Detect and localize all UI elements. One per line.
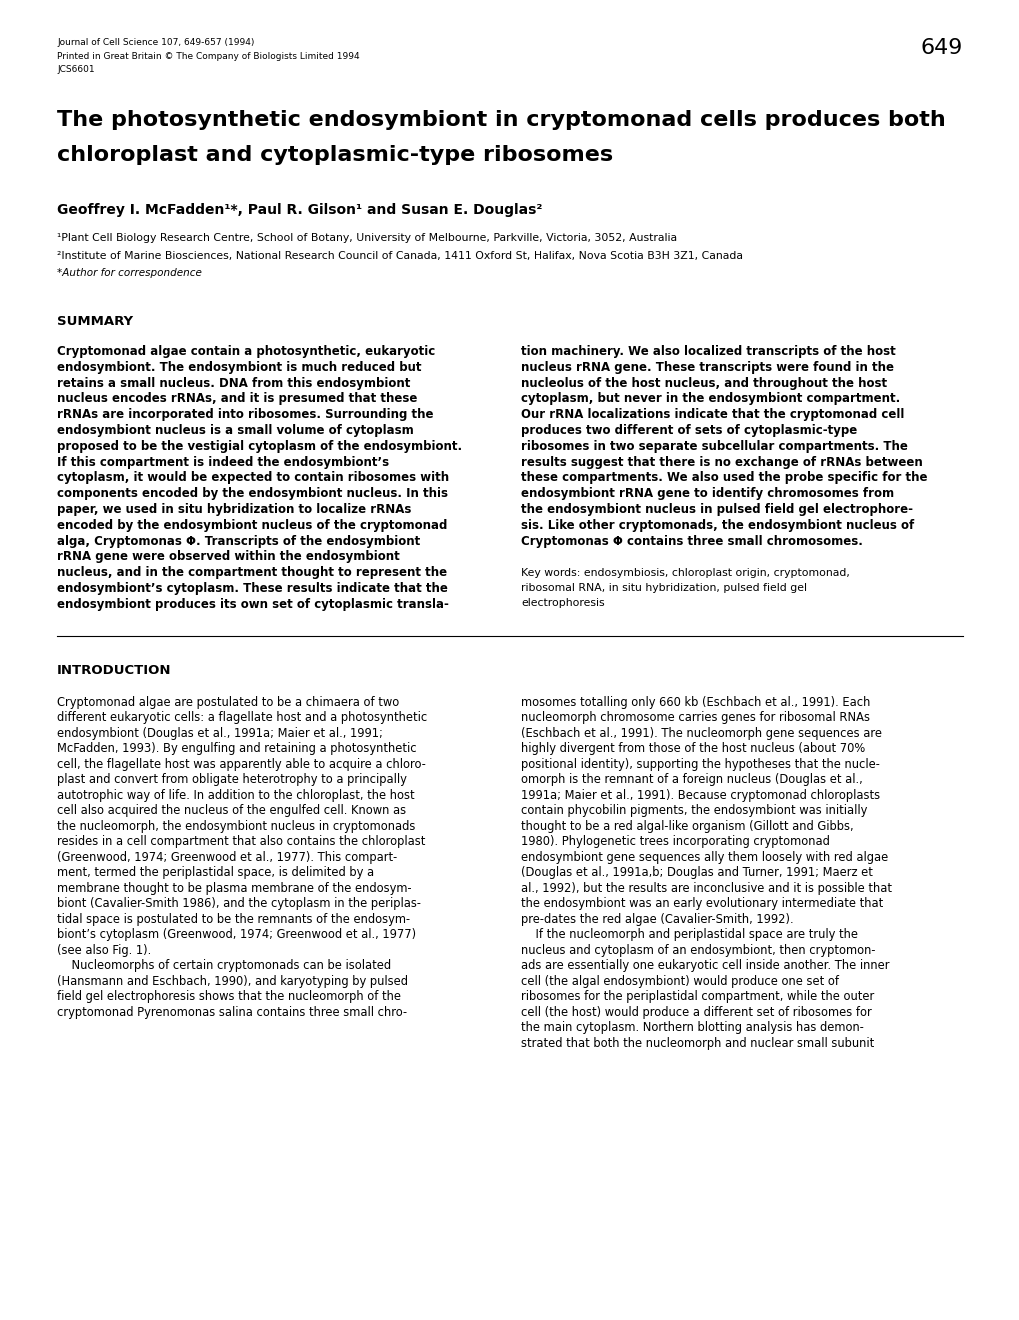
Text: chloroplast and cytoplasmic-type ribosomes: chloroplast and cytoplasmic-type ribosom… bbox=[57, 145, 612, 165]
Text: paper, we used in situ hybridization to localize rRNAs: paper, we used in situ hybridization to … bbox=[57, 503, 411, 516]
Text: highly divergent from those of the host nucleus (about 70%: highly divergent from those of the host … bbox=[521, 742, 864, 755]
Text: ment, termed the periplastidal space, is delimited by a: ment, termed the periplastidal space, is… bbox=[57, 866, 374, 879]
Text: endosymbiont’s cytoplasm. These results indicate that the: endosymbiont’s cytoplasm. These results … bbox=[57, 582, 447, 595]
Text: ²Institute of Marine Biosciences, National Research Council of Canada, 1411 Oxfo: ²Institute of Marine Biosciences, Nation… bbox=[57, 251, 742, 260]
Text: rRNAs are incorporated into ribosomes. Surrounding the: rRNAs are incorporated into ribosomes. S… bbox=[57, 408, 433, 421]
Text: resides in a cell compartment that also contains the chloroplast: resides in a cell compartment that also … bbox=[57, 836, 425, 849]
Text: endosymbiont rRNA gene to identify chromosomes from: endosymbiont rRNA gene to identify chrom… bbox=[521, 487, 894, 500]
Text: nucleomorph chromosome carries genes for ribosomal RNAs: nucleomorph chromosome carries genes for… bbox=[521, 711, 869, 725]
Text: components encoded by the endosymbiont nucleus. In this: components encoded by the endosymbiont n… bbox=[57, 487, 447, 500]
Text: 1991a; Maier et al., 1991). Because cryptomonad chloroplasts: 1991a; Maier et al., 1991). Because cryp… bbox=[521, 788, 879, 801]
Text: retains a small nucleus. DNA from this endosymbiont: retains a small nucleus. DNA from this e… bbox=[57, 376, 410, 389]
Text: membrane thought to be plasma membrane of the endosym-: membrane thought to be plasma membrane o… bbox=[57, 882, 412, 895]
Text: endosymbiont produces its own set of cytoplasmic transla-: endosymbiont produces its own set of cyt… bbox=[57, 598, 448, 611]
Text: endosymbiont gene sequences ally them loosely with red algae: endosymbiont gene sequences ally them lo… bbox=[521, 850, 888, 863]
Text: nucleus and cytoplasm of an endosymbiont, then cryptomon-: nucleus and cytoplasm of an endosymbiont… bbox=[521, 944, 874, 957]
Text: produces two different of sets of cytoplasmic-type: produces two different of sets of cytopl… bbox=[521, 424, 856, 437]
Text: plast and convert from obligate heterotrophy to a principally: plast and convert from obligate heterotr… bbox=[57, 774, 407, 787]
Text: contain phycobilin pigments, the endosymbiont was initially: contain phycobilin pigments, the endosym… bbox=[521, 804, 866, 817]
Text: the main cytoplasm. Northern blotting analysis has demon-: the main cytoplasm. Northern blotting an… bbox=[521, 1022, 863, 1034]
Text: thought to be a red algal-like organism (Gillott and Gibbs,: thought to be a red algal-like organism … bbox=[521, 820, 853, 833]
Text: nucleolus of the host nucleus, and throughout the host: nucleolus of the host nucleus, and throu… bbox=[521, 376, 887, 389]
Text: cryptomonad Pyrenomonas salina contains three small chro-: cryptomonad Pyrenomonas salina contains … bbox=[57, 1006, 407, 1019]
Text: alga, Cryptomonas Φ. Transcripts of the endosymbiont: alga, Cryptomonas Φ. Transcripts of the … bbox=[57, 535, 420, 548]
Text: field gel electrophoresis shows that the nucleomorph of the: field gel electrophoresis shows that the… bbox=[57, 990, 400, 1003]
Text: sis. Like other cryptomonads, the endosymbiont nucleus of: sis. Like other cryptomonads, the endosy… bbox=[521, 519, 913, 532]
Text: electrophoresis: electrophoresis bbox=[521, 598, 604, 609]
Text: 649: 649 bbox=[920, 38, 962, 58]
Text: Journal of Cell Science 107, 649-657 (1994): Journal of Cell Science 107, 649-657 (19… bbox=[57, 38, 254, 48]
Text: 1980). Phylogenetic trees incorporating cryptomonad: 1980). Phylogenetic trees incorporating … bbox=[521, 836, 829, 849]
Text: (see also Fig. 1).: (see also Fig. 1). bbox=[57, 944, 151, 957]
Text: If the nucleomorph and periplastidal space are truly the: If the nucleomorph and periplastidal spa… bbox=[521, 928, 857, 941]
Text: pre-dates the red algae (Cavalier-Smith, 1992).: pre-dates the red algae (Cavalier-Smith,… bbox=[521, 912, 793, 925]
Text: biont’s cytoplasm (Greenwood, 1974; Greenwood et al., 1977): biont’s cytoplasm (Greenwood, 1974; Gree… bbox=[57, 928, 416, 941]
Text: (Eschbach et al., 1991). The nucleomorph gene sequences are: (Eschbach et al., 1991). The nucleomorph… bbox=[521, 726, 881, 739]
Text: tion machinery. We also localized transcripts of the host: tion machinery. We also localized transc… bbox=[521, 345, 895, 358]
Text: (Douglas et al., 1991a,b; Douglas and Turner, 1991; Maerz et: (Douglas et al., 1991a,b; Douglas and Tu… bbox=[521, 866, 872, 879]
Text: McFadden, 1993). By engulfing and retaining a photosynthetic: McFadden, 1993). By engulfing and retain… bbox=[57, 742, 416, 755]
Text: positional identity), supporting the hypotheses that the nucle-: positional identity), supporting the hyp… bbox=[521, 758, 879, 771]
Text: ribosomes in two separate subcellular compartments. The: ribosomes in two separate subcellular co… bbox=[521, 440, 907, 453]
Text: nucleus, and in the compartment thought to represent the: nucleus, and in the compartment thought … bbox=[57, 566, 446, 579]
Text: rRNA gene were observed within the endosymbiont: rRNA gene were observed within the endos… bbox=[57, 550, 399, 564]
Text: (Greenwood, 1974; Greenwood et al., 1977). This compart-: (Greenwood, 1974; Greenwood et al., 1977… bbox=[57, 850, 396, 863]
Text: JCS6601: JCS6601 bbox=[57, 65, 95, 74]
Text: the nucleomorph, the endosymbiont nucleus in cryptomonads: the nucleomorph, the endosymbiont nucleu… bbox=[57, 820, 415, 833]
Text: mosomes totalling only 660 kb (Eschbach et al., 1991). Each: mosomes totalling only 660 kb (Eschbach … bbox=[521, 696, 869, 709]
Text: endosymbiont (Douglas et al., 1991a; Maier et al., 1991;: endosymbiont (Douglas et al., 1991a; Mai… bbox=[57, 726, 382, 739]
Text: tidal space is postulated to be the remnants of the endosym-: tidal space is postulated to be the remn… bbox=[57, 912, 410, 925]
Text: endosymbiont nucleus is a small volume of cytoplasm: endosymbiont nucleus is a small volume o… bbox=[57, 424, 414, 437]
Text: SUMMARY: SUMMARY bbox=[57, 315, 133, 327]
Text: proposed to be the vestigial cytoplasm of the endosymbiont.: proposed to be the vestigial cytoplasm o… bbox=[57, 440, 462, 453]
Text: cell (the host) would produce a different set of ribosomes for: cell (the host) would produce a differen… bbox=[521, 1006, 871, 1019]
Text: Cryptomonas Φ contains three small chromosomes.: Cryptomonas Φ contains three small chrom… bbox=[521, 535, 862, 548]
Text: cell (the algal endosymbiont) would produce one set of: cell (the algal endosymbiont) would prod… bbox=[521, 974, 839, 987]
Text: ribosomes for the periplastidal compartment, while the outer: ribosomes for the periplastidal compartm… bbox=[521, 990, 873, 1003]
Text: endosymbiont. The endosymbiont is much reduced but: endosymbiont. The endosymbiont is much r… bbox=[57, 360, 421, 374]
Text: *Author for correspondence: *Author for correspondence bbox=[57, 268, 202, 279]
Text: cytoplasm, but never in the endosymbiont compartment.: cytoplasm, but never in the endosymbiont… bbox=[521, 392, 900, 405]
Text: The photosynthetic endosymbiont in cryptomonad cells produces both: The photosynthetic endosymbiont in crypt… bbox=[57, 110, 945, 129]
Text: Cryptomonad algae contain a photosynthetic, eukaryotic: Cryptomonad algae contain a photosynthet… bbox=[57, 345, 435, 358]
Text: cell, the flagellate host was apparently able to acquire a chloro-: cell, the flagellate host was apparently… bbox=[57, 758, 426, 771]
Text: ¹Plant Cell Biology Research Centre, School of Botany, University of Melbourne, : ¹Plant Cell Biology Research Centre, Sch… bbox=[57, 234, 677, 243]
Text: these compartments. We also used the probe specific for the: these compartments. We also used the pro… bbox=[521, 471, 926, 484]
Text: ads are essentially one eukaryotic cell inside another. The inner: ads are essentially one eukaryotic cell … bbox=[521, 960, 889, 972]
Text: cell also acquired the nucleus of the engulfed cell. Known as: cell also acquired the nucleus of the en… bbox=[57, 804, 406, 817]
Text: al., 1992), but the results are inconclusive and it is possible that: al., 1992), but the results are inconclu… bbox=[521, 882, 892, 895]
Text: results suggest that there is no exchange of rRNAs between: results suggest that there is no exchang… bbox=[521, 455, 922, 469]
Text: the endosymbiont nucleus in pulsed field gel electrophore-: the endosymbiont nucleus in pulsed field… bbox=[521, 503, 912, 516]
Text: INTRODUCTION: INTRODUCTION bbox=[57, 664, 171, 677]
Text: cytoplasm, it would be expected to contain ribosomes with: cytoplasm, it would be expected to conta… bbox=[57, 471, 448, 484]
Text: If this compartment is indeed the endosymbiont’s: If this compartment is indeed the endosy… bbox=[57, 455, 388, 469]
Text: the endosymbiont was an early evolutionary intermediate that: the endosymbiont was an early evolutiona… bbox=[521, 898, 882, 909]
Text: nucleus encodes rRNAs, and it is presumed that these: nucleus encodes rRNAs, and it is presume… bbox=[57, 392, 417, 405]
Text: strated that both the nucleomorph and nuclear small subunit: strated that both the nucleomorph and nu… bbox=[521, 1036, 873, 1049]
Text: Key words: endosymbiosis, chloroplast origin, cryptomonad,: Key words: endosymbiosis, chloroplast or… bbox=[521, 569, 849, 578]
Text: different eukaryotic cells: a flagellate host and a photosynthetic: different eukaryotic cells: a flagellate… bbox=[57, 711, 427, 725]
Text: nucleus rRNA gene. These transcripts were found in the: nucleus rRNA gene. These transcripts wer… bbox=[521, 360, 893, 374]
Text: Our rRNA localizations indicate that the cryptomonad cell: Our rRNA localizations indicate that the… bbox=[521, 408, 904, 421]
Text: autotrophic way of life. In addition to the chloroplast, the host: autotrophic way of life. In addition to … bbox=[57, 788, 414, 801]
Text: ribosomal RNA, in situ hybridization, pulsed field gel: ribosomal RNA, in situ hybridization, pu… bbox=[521, 583, 806, 594]
Text: Nucleomorphs of certain cryptomonads can be isolated: Nucleomorphs of certain cryptomonads can… bbox=[57, 960, 390, 972]
Text: biont (Cavalier-Smith 1986), and the cytoplasm in the periplas-: biont (Cavalier-Smith 1986), and the cyt… bbox=[57, 898, 421, 909]
Text: Printed in Great Britain © The Company of Biologists Limited 1994: Printed in Great Britain © The Company o… bbox=[57, 51, 360, 61]
Text: Cryptomonad algae are postulated to be a chimaera of two: Cryptomonad algae are postulated to be a… bbox=[57, 696, 398, 709]
Text: omorph is the remnant of a foreign nucleus (Douglas et al.,: omorph is the remnant of a foreign nucle… bbox=[521, 774, 862, 787]
Text: (Hansmann and Eschbach, 1990), and karyotyping by pulsed: (Hansmann and Eschbach, 1990), and karyo… bbox=[57, 974, 408, 987]
Text: Geoffrey I. McFadden¹*, Paul R. Gilson¹ and Susan E. Douglas²: Geoffrey I. McFadden¹*, Paul R. Gilson¹ … bbox=[57, 203, 542, 216]
Text: encoded by the endosymbiont nucleus of the cryptomonad: encoded by the endosymbiont nucleus of t… bbox=[57, 519, 447, 532]
